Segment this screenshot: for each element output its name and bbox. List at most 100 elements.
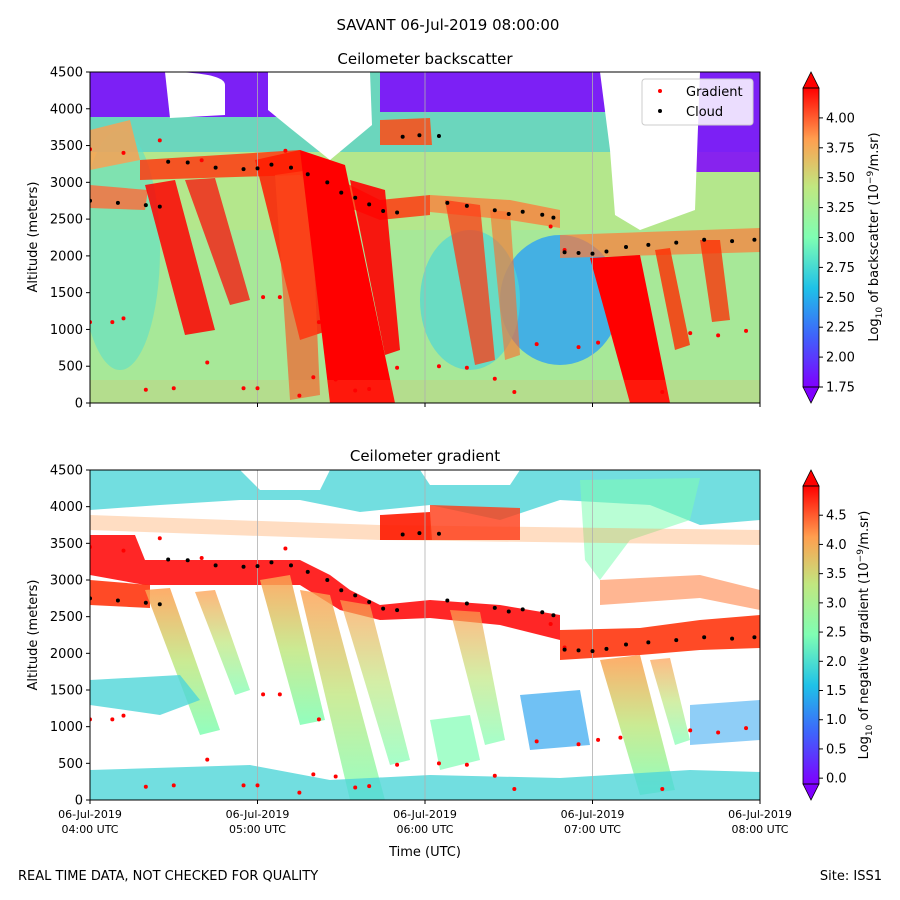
gradient-point [297, 790, 302, 795]
y-tick-label: 0 [75, 397, 83, 412]
cloud-point [551, 215, 556, 220]
gradient-point [121, 713, 126, 718]
gradient-gap-1 [240, 470, 330, 490]
backscatter-colorbar: 1.75 2.00 2.25 2.50 2.75 3.00 3.25 3.50 3.75 4.00… [802, 71, 885, 404]
cloud-point [115, 200, 120, 205]
cloud-point [752, 635, 757, 640]
gradient-point [660, 389, 665, 394]
cloud-point [367, 600, 372, 604]
gradient-point [157, 536, 162, 541]
backscatter-no-data-1 [165, 72, 225, 118]
cloud-point [624, 245, 628, 250]
cloud-point [339, 190, 344, 195]
cloud-point [540, 610, 545, 615]
cloud-point [506, 211, 511, 216]
gradient-low-layer-1 [90, 675, 200, 715]
gradient-point [277, 692, 282, 697]
gradient-cloud-layer-2 [380, 512, 432, 540]
cloud-point [520, 607, 525, 612]
gradient-point [464, 365, 469, 370]
y-tick-label: 1500 [50, 684, 83, 699]
cloud-point [143, 203, 148, 208]
cloud-point [325, 180, 330, 185]
y-tick-label: 4500 [50, 66, 83, 81]
colorbar-tick-label: 4.00 [826, 111, 855, 126]
cloud-point [269, 560, 274, 565]
cloud-point [185, 160, 190, 165]
backscatter-colorbar-fill [803, 88, 819, 387]
colorbar-tick-label: 2.5 [826, 626, 847, 641]
backscatter-fallstreak-1 [145, 180, 215, 335]
cloud-point [381, 209, 386, 214]
gradient-y-axis-label: Altitude (meters) [26, 580, 41, 691]
gradient-point [576, 742, 581, 747]
x-tick-label-date: 06-Jul-2019 [561, 808, 625, 821]
backscatter-colorbar-min-extend [802, 386, 820, 404]
gradient-point [241, 386, 246, 391]
backscatter-fallstreak-7 [445, 200, 495, 365]
gradient-point [534, 739, 539, 744]
gradient-cloud-layer-5 [560, 615, 760, 660]
backscatter-fallstreak-9 [590, 255, 670, 403]
cloud-point [445, 598, 450, 603]
cloud-point [157, 204, 162, 209]
gradient-point [534, 342, 539, 347]
gradient-point [353, 785, 358, 790]
gradient-point [171, 783, 176, 788]
backscatter-fallstreak-8 [490, 210, 520, 360]
gradient-colorbar-min-extend [802, 783, 820, 801]
colorbar-tick-label: 2.75 [826, 261, 855, 276]
x-tick-label-date: 06-Jul-2019 [226, 808, 290, 821]
y-tick-label: 4000 [50, 500, 83, 515]
gradient-point [143, 387, 148, 392]
y-tick-label: 3500 [50, 537, 83, 552]
gradient-point [311, 375, 316, 380]
gradient-x-axis: 06-Jul-2019 04:00 UTC 06-Jul-2019 05:00 UTC… [58, 800, 792, 836]
colorbar-tick-label: 3.0 [826, 596, 847, 611]
backscatter-colorbar-label: Log10 of backscatter (10−9/m.sr) [866, 132, 885, 341]
gradient-point [395, 762, 400, 767]
x-tick-label-time: 06:00 UTC [396, 823, 453, 836]
x-tick-label-time: 07:00 UTC [564, 823, 621, 836]
y-tick-label: 4000 [50, 102, 83, 117]
gradient-point [121, 548, 126, 553]
y-tick-label: 0 [75, 794, 83, 809]
gradient-point [596, 340, 601, 345]
gradient-point [688, 728, 693, 733]
cloud-point [646, 242, 651, 247]
gradient-point [576, 345, 581, 350]
gradient-colorbar: 0.0 0.5 1.0 1.5 2.0 2.5 3.0 3.5 4.0 4.5 Log10 of … [802, 469, 875, 801]
colorbar-tick-label: 3.00 [826, 231, 855, 246]
x-tick-label-date: 06-Jul-2019 [58, 808, 122, 821]
gradient-x-axis-label: Time (UTC) [388, 845, 461, 860]
cloud-point [752, 237, 757, 242]
gradient-colorbar-fill [803, 486, 819, 784]
gradient-point [171, 386, 176, 391]
gradient-point [436, 364, 441, 369]
colorbar-tick-label: 3.50 [826, 171, 855, 186]
cloud-point [269, 162, 274, 167]
gradient-right-layer [580, 478, 700, 580]
cloud-point [185, 558, 190, 563]
gradient-point [283, 148, 288, 153]
cloud-point [562, 250, 567, 255]
gradient-point [199, 158, 204, 163]
cloud-point [289, 563, 293, 568]
backscatter-fallstreak-2 [185, 178, 250, 305]
gradient-point [618, 338, 623, 343]
gradient-point [353, 388, 358, 393]
cloud-point [445, 200, 450, 205]
backscatter-cloud-series [90, 133, 757, 256]
colorbar-tick-label: 1.75 [826, 381, 855, 396]
gradient-point [316, 320, 321, 325]
cloud-point [305, 172, 310, 177]
cloud-point [400, 134, 405, 139]
gradient-point [121, 150, 126, 155]
gradient-fallstreak-3 [260, 575, 325, 725]
backscatter-panel: Ceilometer backscatter [26, 50, 885, 412]
colorbar-tick-label: 0.0 [826, 772, 847, 787]
cloud-point [381, 606, 386, 611]
cloud-point [604, 249, 609, 254]
cloud-point [241, 167, 246, 172]
backscatter-fallstreak-11 [700, 240, 730, 322]
